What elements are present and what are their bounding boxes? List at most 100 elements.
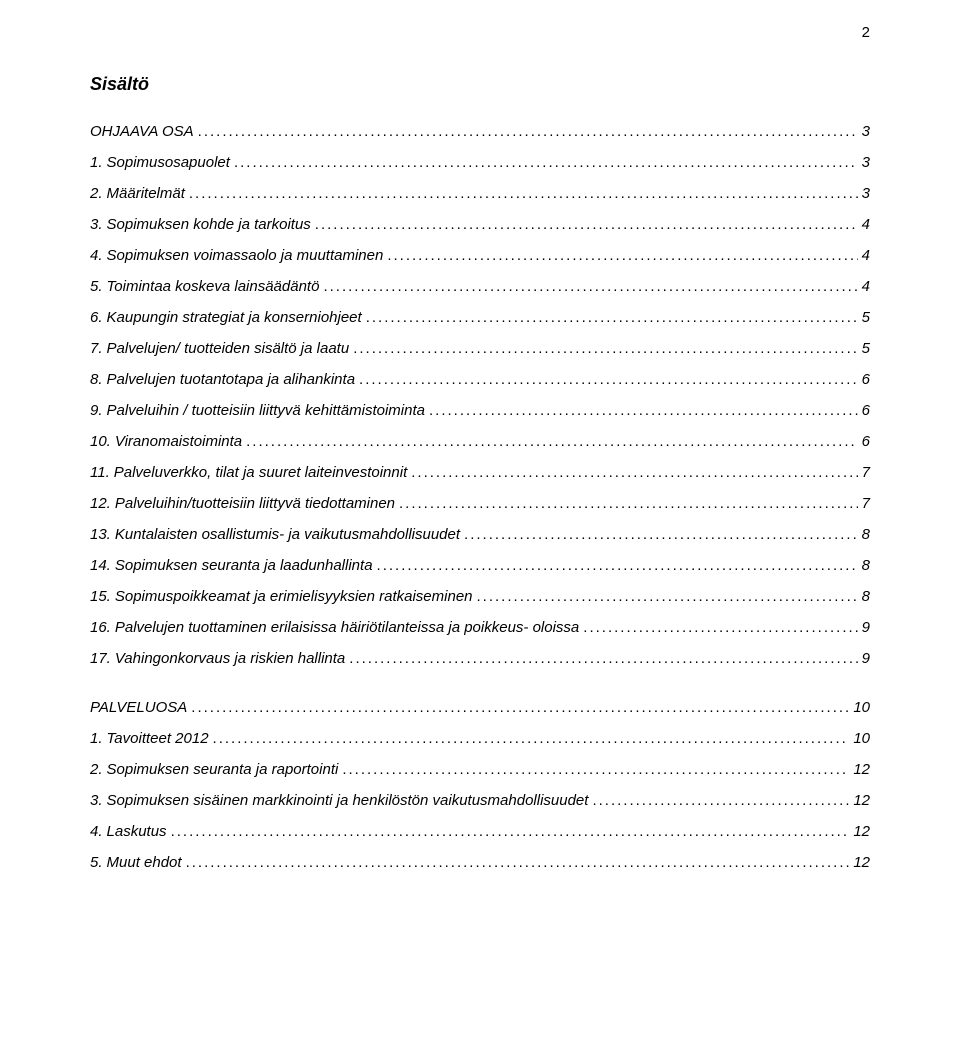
toc-entry-page: 4 <box>862 247 870 264</box>
toc-entry-page: 5 <box>862 309 870 326</box>
toc-entry-page: 8 <box>862 588 870 605</box>
leader-dots <box>234 154 858 171</box>
toc-entry: 8. Palvelujen tuotantotapa ja alihankint… <box>90 371 870 388</box>
section-page: 10 <box>853 699 870 716</box>
toc-entry-number: 7. <box>90 340 107 357</box>
toc-entry-number: 8. <box>90 371 107 388</box>
toc-entry-number: 1. <box>90 730 107 747</box>
toc-entry-label: Palveluihin/tuotteisiin liittyvä tiedott… <box>115 495 395 512</box>
leader-dots <box>349 650 857 667</box>
toc-entry-page: 6 <box>862 371 870 388</box>
section-title-row: OHJAAVA OSA 3 <box>90 123 870 140</box>
leader-dots <box>186 854 850 871</box>
toc-entry-label: Vahingonkorvaus ja riskien hallinta <box>115 650 345 667</box>
toc-entry: 11. Palveluverkko, tilat ja suuret laite… <box>90 464 870 481</box>
toc-entry: 5. Toimintaa koskeva lainsäädäntö 4 <box>90 278 870 295</box>
toc-entry-label: Sopimuksen voimassaolo ja muuttaminen <box>107 247 384 264</box>
page-number: 2 <box>862 24 870 41</box>
toc-entry-label: Sopimuksen sisäinen markkinointi ja henk… <box>107 792 589 809</box>
toc-entry-number: 12. <box>90 495 115 512</box>
toc-entry: 15. Sopimuspoikkeamat ja erimielisyyksie… <box>90 588 870 605</box>
toc-entry-number: 2. <box>90 761 107 778</box>
toc-entry-number: 4. <box>90 247 107 264</box>
section-page: 3 <box>862 123 870 140</box>
toc-entry-page: 3 <box>862 154 870 171</box>
section-title-row: PALVELUOSA 10 <box>90 699 870 716</box>
leader-dots <box>387 247 857 264</box>
leader-dots <box>171 823 850 840</box>
toc-entry-label: Muut ehdot <box>107 854 182 871</box>
toc-entry-label: Viranomaistoiminta <box>115 433 242 450</box>
toc-entry-label: Palveluihin / tuotteisiin liittyvä kehit… <box>107 402 425 419</box>
toc-entry-label: Palvelujen/ tuotteiden sisältö ja laatu <box>107 340 350 357</box>
leader-dots <box>429 402 858 419</box>
toc-entry: 6. Kaupungin strategiat ja konserniohjee… <box>90 309 870 326</box>
toc-entry-page: 6 <box>862 433 870 450</box>
leader-dots <box>399 495 858 512</box>
toc-entry-label: Laskutus <box>107 823 167 840</box>
toc-entry-number: 6. <box>90 309 107 326</box>
leader-dots <box>246 433 858 450</box>
toc-entry: 7. Palvelujen/ tuotteiden sisältö ja laa… <box>90 340 870 357</box>
leader-dots <box>342 761 849 778</box>
toc-entry-page: 8 <box>862 557 870 574</box>
toc-entry-page: 10 <box>853 730 870 747</box>
toc-entry: 4. Laskutus 12 <box>90 823 870 840</box>
leader-dots <box>477 588 858 605</box>
toc-entry-label: Määritelmät <box>107 185 185 202</box>
leader-dots <box>464 526 858 543</box>
toc-entry-page: 12 <box>853 854 870 871</box>
toc-entry-number: 2. <box>90 185 107 202</box>
toc-entry-page: 9 <box>862 619 870 636</box>
leader-dots <box>366 309 858 326</box>
toc-entry-number: 14. <box>90 557 115 574</box>
toc-entry-number: 5. <box>90 278 107 295</box>
toc-entry: 5. Muut ehdot 12 <box>90 854 870 871</box>
toc-entry-number: 11. <box>90 464 114 481</box>
toc-entry-label: Sopimusosapuolet <box>107 154 230 171</box>
toc-entry: 12. Palveluihin/tuotteisiin liittyvä tie… <box>90 495 870 512</box>
toc-entry-label: Kuntalaisten osallistumis- ja vaikutusma… <box>115 526 460 543</box>
toc-entry-label: Palvelujen tuotantotapa ja alihankinta <box>107 371 356 388</box>
toc-entry-label: Sopimuspoikkeamat ja erimielisyyksien ra… <box>115 588 473 605</box>
section-title: PALVELUOSA <box>90 699 187 716</box>
toc-entry-number: 1. <box>90 154 107 171</box>
toc-entry-label: Sopimuksen seuranta ja laadunhallinta <box>115 557 373 574</box>
toc-entry-number: 10. <box>90 433 115 450</box>
toc-entry-page: 12 <box>853 792 870 809</box>
toc-entry-label: Sopimuksen kohde ja tarkoitus <box>107 216 311 233</box>
toc-entry-page: 9 <box>862 650 870 667</box>
toc-entry: 1. Sopimusosapuolet 3 <box>90 154 870 171</box>
toc-entry: 2. Määritelmät 3 <box>90 185 870 202</box>
toc-entry-label: Sopimuksen seuranta ja raportointi <box>107 761 339 778</box>
toc-entry-page: 7 <box>862 495 870 512</box>
leader-dots <box>213 730 850 747</box>
leader-dots <box>353 340 857 357</box>
leader-dots <box>377 557 858 574</box>
toc-entry-number: 5. <box>90 854 107 871</box>
leader-dots <box>323 278 857 295</box>
toc-entry: 9. Palveluihin / tuotteisiin liittyvä ke… <box>90 402 870 419</box>
toc-entry: 3. Sopimuksen kohde ja tarkoitus 4 <box>90 216 870 233</box>
toc-entry-page: 5 <box>862 340 870 357</box>
leader-dots <box>315 216 858 233</box>
leader-dots <box>191 699 849 716</box>
toc-entry: 3. Sopimuksen sisäinen markkinointi ja h… <box>90 792 870 809</box>
toc-entry-number: 13. <box>90 526 115 543</box>
leader-dots <box>189 185 858 202</box>
leader-dots <box>359 371 858 388</box>
section-title: OHJAAVA OSA <box>90 123 194 140</box>
toc-entry: 10. Viranomaistoiminta 6 <box>90 433 870 450</box>
toc-entry-label: Palveluverkko, tilat ja suuret laiteinve… <box>114 464 407 481</box>
toc-entry-label: Toimintaa koskeva lainsäädäntö <box>107 278 320 295</box>
leader-dots <box>592 792 849 809</box>
toc-entry: 4. Sopimuksen voimassaolo ja muuttaminen… <box>90 247 870 264</box>
toc-entry: 14. Sopimuksen seuranta ja laadunhallint… <box>90 557 870 574</box>
toc-entry-page: 7 <box>862 464 870 481</box>
page: 2 Sisältö OHJAAVA OSA 3 1. Sopimusosapuo… <box>0 0 960 1063</box>
toc-entry-number: 17. <box>90 650 115 667</box>
toc-entry: 1. Tavoitteet 2012 10 <box>90 730 870 747</box>
toc-entry: 16. Palvelujen tuottaminen erilaisissa h… <box>90 619 870 636</box>
toc-entry-page: 3 <box>862 185 870 202</box>
toc-entry-number: 3. <box>90 216 107 233</box>
